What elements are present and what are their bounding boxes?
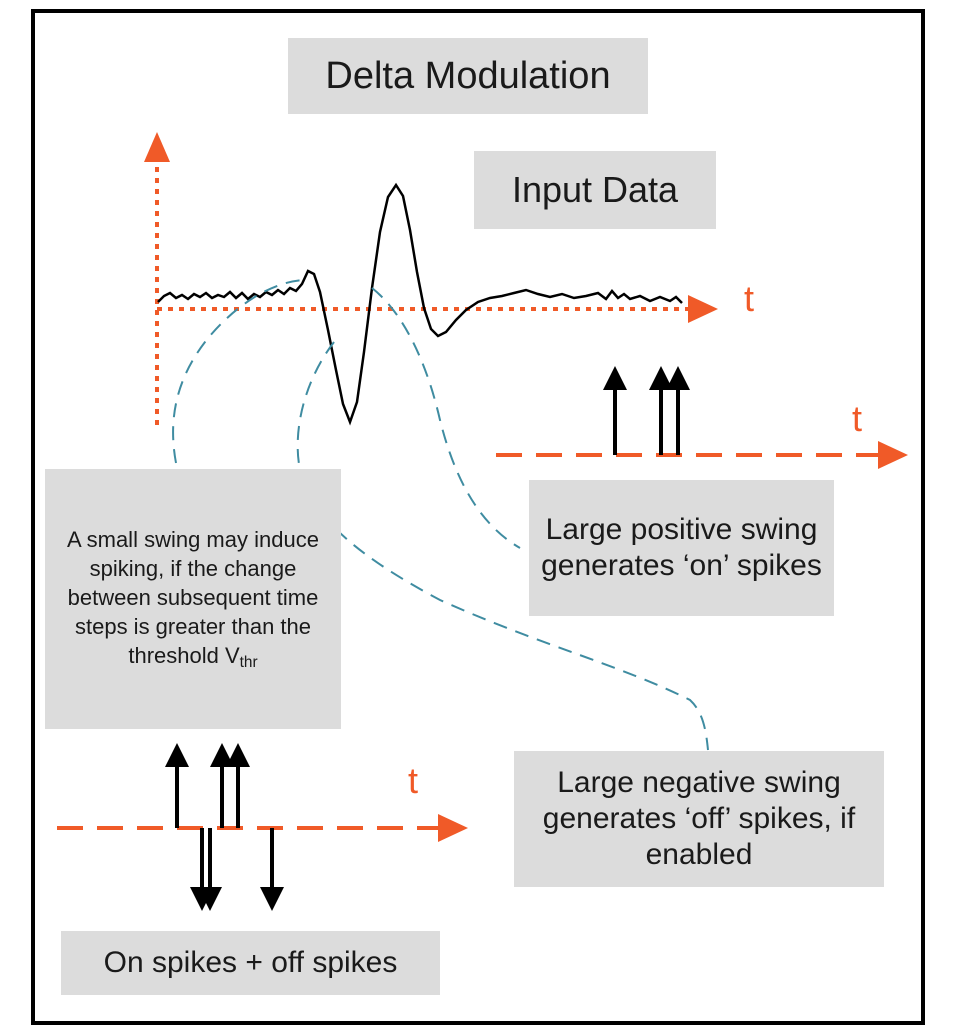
- connector-small-swing: [172, 279, 305, 464]
- small-swing-box: A small swing may induce spiking, if the…: [45, 469, 341, 729]
- small-swing-text: A small swing may induce spiking, if the…: [55, 525, 331, 673]
- off-spike-head: [260, 887, 284, 911]
- diagram-title: Delta Modulation: [325, 54, 611, 97]
- on-spike-head: [165, 743, 189, 767]
- on-spikes-bottom: [165, 743, 250, 828]
- x-axis-arrowhead: [688, 295, 718, 323]
- connector-negative-swing: [296, 341, 709, 751]
- on-off-spikes-label: On spikes + off spikes: [103, 946, 398, 979]
- input-data-label: Input Data: [511, 169, 679, 210]
- negative-swing-text: Large negative swing generates ‘off’ spi…: [542, 766, 856, 871]
- on-off-spike-axis-arrowhead: [438, 814, 468, 842]
- time-label-on-spikes: t: [852, 398, 863, 439]
- on-spike-head: [603, 366, 627, 390]
- threshold-subscript: thr: [239, 653, 258, 671]
- off-spikes-bottom: [190, 828, 284, 911]
- positive-swing-text: Large positive swing generates ‘on’ spik…: [541, 513, 822, 582]
- diagram-frame: [31, 9, 925, 1025]
- positive-swing-box: Large positive swing generates ‘on’ spik…: [529, 480, 834, 616]
- negative-swing-box: Large negative swing generates ‘off’ spi…: [514, 751, 884, 887]
- small-swing-description: A small swing may induce spiking, if the…: [67, 526, 319, 668]
- on-spikes-right: [603, 366, 690, 455]
- on-spike-head: [226, 743, 250, 767]
- off-spike-head: [198, 887, 222, 911]
- title-box: Delta Modulation: [288, 38, 648, 114]
- on-off-spikes-box: On spikes + off spikes: [61, 931, 440, 995]
- on-spike-head: [649, 366, 673, 390]
- on-spike-axis-arrowhead: [878, 441, 908, 469]
- time-label-on-off-spikes: t: [408, 760, 419, 801]
- on-spike-head: [666, 366, 690, 390]
- input-data-box: Input Data: [474, 151, 716, 229]
- time-label-main: t: [744, 278, 755, 319]
- connector-positive-swing: [371, 287, 521, 549]
- y-axis-arrowhead: [144, 132, 170, 162]
- on-spike-head: [210, 743, 234, 767]
